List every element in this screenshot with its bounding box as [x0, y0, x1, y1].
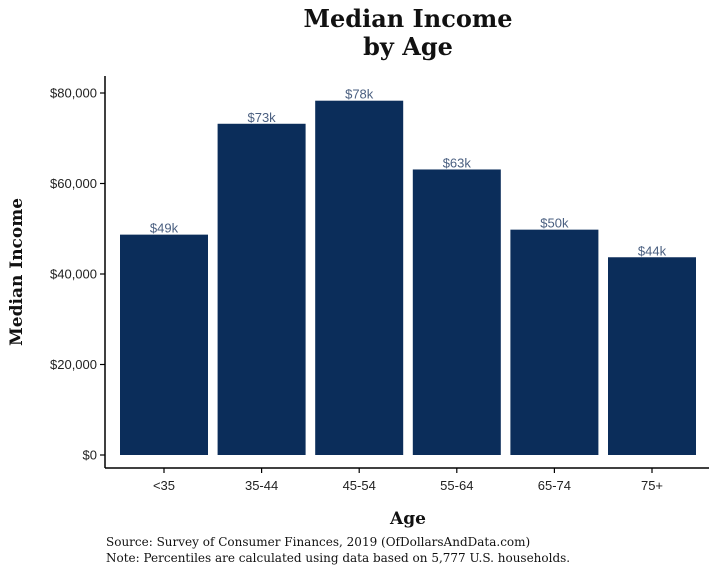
bar-data-label: $49k [150, 221, 179, 236]
bar [217, 123, 306, 456]
bar [315, 100, 404, 455]
chart-title-line-1: Median Income [303, 4, 512, 33]
bar-data-label: $50k [540, 216, 569, 231]
x-tick-label: 35-44 [245, 478, 278, 493]
bar [510, 229, 599, 455]
x-axis-ticks: <35 35-44 45-54 55-64 65-74 75+ [153, 468, 663, 493]
y-tick-label: $60,000 [50, 176, 97, 191]
y-tick-label: $0 [83, 448, 97, 463]
x-tick-label: 55-64 [440, 478, 473, 493]
bar-data-label: $73k [247, 110, 276, 125]
bars-group: $49k $73k $78k $63k $50k $44k [120, 87, 696, 456]
x-tick-label: <35 [153, 478, 175, 493]
bar-data-label: $78k [345, 87, 374, 102]
bar [412, 169, 501, 455]
y-axis-ticks: $0 $20,000 $40,000 $60,000 $80,000 [50, 86, 105, 463]
bar [608, 257, 696, 455]
percentile-note: Note: Percentiles are calculated using d… [106, 551, 570, 565]
x-tick-label: 45-54 [343, 478, 376, 493]
bar-data-label: $44k [638, 243, 667, 258]
y-tick-label: $20,000 [50, 357, 97, 372]
y-tick-label: $80,000 [50, 86, 97, 101]
x-axis-title: Age [389, 509, 426, 529]
bar-data-label: $63k [443, 155, 472, 170]
y-axis-title: Median Income [7, 198, 27, 346]
x-tick-label: 65-74 [538, 478, 571, 493]
chart-title-line-2: by Age [363, 32, 453, 61]
source-note: Source: Survey of Consumer Finances, 201… [106, 535, 530, 549]
x-tick-label: 75+ [641, 478, 663, 493]
y-tick-label: $40,000 [50, 267, 97, 282]
bar [120, 234, 208, 455]
